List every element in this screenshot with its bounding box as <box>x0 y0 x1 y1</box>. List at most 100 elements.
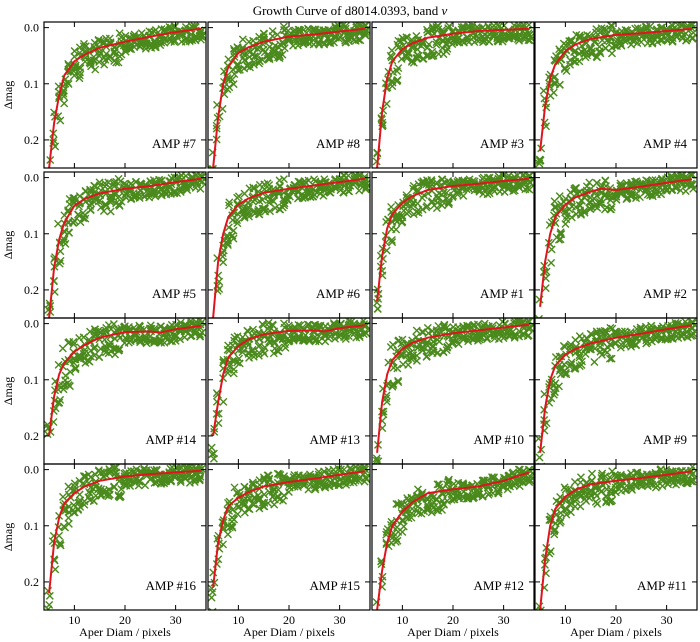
data-point <box>106 207 115 216</box>
data-point <box>45 591 54 600</box>
data-point <box>70 479 79 488</box>
data-point <box>493 22 502 30</box>
data-point <box>71 365 80 374</box>
data-point <box>56 539 65 548</box>
data-point <box>244 504 253 513</box>
data-point <box>606 25 615 34</box>
data-point <box>432 178 441 187</box>
data-point <box>525 31 534 40</box>
data-point <box>561 208 570 217</box>
data-point <box>80 500 89 509</box>
data-point <box>264 471 273 480</box>
panel-amp: AMP #8 <box>207 21 371 169</box>
data-point <box>69 218 78 227</box>
data-point <box>132 177 141 186</box>
data-point <box>344 187 353 196</box>
data-point <box>549 88 558 97</box>
data-point <box>124 338 133 347</box>
x-tick-label: 30 <box>498 613 510 627</box>
data-point <box>555 192 564 201</box>
data-point <box>444 478 453 487</box>
data-point <box>407 513 416 522</box>
data-point <box>557 352 566 361</box>
data-point <box>223 241 232 250</box>
x-tick-label: 10 <box>396 613 408 627</box>
data-point <box>616 343 625 352</box>
data-point <box>284 321 293 330</box>
data-point <box>362 184 370 193</box>
data-point <box>445 22 454 31</box>
data-point <box>580 206 589 215</box>
data-point <box>65 382 74 391</box>
data-point <box>392 225 401 234</box>
data-point <box>71 363 80 372</box>
data-point <box>453 35 462 43</box>
growth-curve-line <box>539 470 693 610</box>
data-point <box>74 505 83 513</box>
data-point <box>233 60 242 69</box>
data-point <box>49 277 58 286</box>
data-point <box>249 184 258 193</box>
data-point <box>75 74 84 83</box>
data-point <box>51 565 60 574</box>
data-point <box>535 453 544 462</box>
data-point <box>196 330 205 339</box>
data-point <box>610 339 619 348</box>
data-point <box>537 630 544 637</box>
data-point <box>56 540 65 549</box>
data-point <box>547 394 556 403</box>
data-point <box>393 536 402 545</box>
data-point <box>58 492 67 501</box>
data-point <box>595 343 604 352</box>
y-axis-label: Δmag <box>1 231 15 259</box>
panel-amp: 0.0 0.1 0.2 Δmag AMP #5 <box>1 171 207 319</box>
data-point <box>225 83 234 92</box>
data-point <box>404 208 413 217</box>
data-point <box>170 37 179 46</box>
data-point <box>562 67 571 76</box>
data-point <box>414 51 423 60</box>
data-point <box>433 503 442 512</box>
data-point <box>418 205 427 214</box>
data-point <box>54 219 63 228</box>
data-point <box>90 343 99 352</box>
data-point <box>360 29 369 38</box>
growth-curve-line <box>212 324 366 437</box>
growth-curve-line <box>212 470 366 588</box>
data-point <box>140 466 149 475</box>
data-point <box>90 351 99 360</box>
data-point <box>408 354 417 363</box>
panel-amp: AMP #2 <box>534 171 698 319</box>
data-point <box>208 164 217 168</box>
growth-curve-line <box>48 469 201 594</box>
data-point <box>275 176 284 185</box>
data-point <box>266 207 275 216</box>
panel-label: AMP #12 <box>474 578 524 593</box>
data-point <box>438 505 447 514</box>
data-point <box>445 198 454 207</box>
data-point <box>620 36 629 45</box>
data-point <box>96 196 105 205</box>
panel-label: AMP #14 <box>146 432 197 447</box>
data-point <box>386 343 395 352</box>
panel-label: AMP #5 <box>152 286 196 301</box>
data-point <box>135 190 144 199</box>
data-point <box>344 172 353 180</box>
data-point <box>565 205 574 214</box>
y-tick-label: 0.1 <box>24 519 39 533</box>
data-point <box>557 55 566 64</box>
data-point <box>127 179 136 188</box>
data-point <box>260 30 269 39</box>
y-tick-label: 0.1 <box>24 373 39 387</box>
data-point <box>607 49 616 58</box>
data-point <box>559 341 568 350</box>
data-point <box>76 218 85 227</box>
data-point <box>459 191 468 200</box>
data-point <box>578 357 586 366</box>
data-point <box>627 342 636 351</box>
panel-amp: 0.0 0.1 0.2 Δmag AMP #7 <box>1 21 207 169</box>
panel-amp: AMP #13 <box>207 317 371 465</box>
x-axis-label: Aper Diam / pixels <box>243 625 335 639</box>
data-point <box>79 333 88 342</box>
